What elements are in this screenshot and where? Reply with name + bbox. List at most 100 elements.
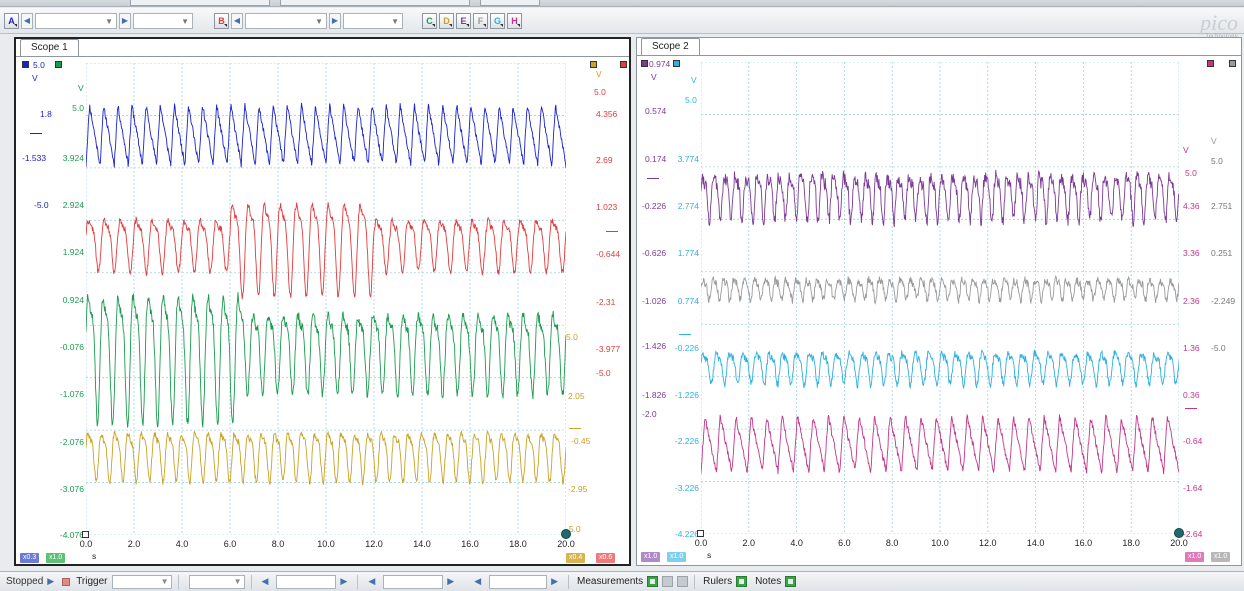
channel-f-button[interactable]: F bbox=[473, 13, 488, 29]
trigger-start-marker[interactable] bbox=[82, 531, 89, 538]
chevron-right-icon[interactable]: ▶ bbox=[447, 576, 455, 586]
toolbar-segment[interactable] bbox=[480, 0, 540, 6]
edit-measurement-icon[interactable] bbox=[662, 576, 674, 587]
trace-channel-a bbox=[86, 102, 566, 169]
delay-field[interactable] bbox=[489, 574, 548, 589]
x-axis-tick-label: 20.0 bbox=[557, 539, 575, 549]
channel-b-scale-chip[interactable]: x0.6 bbox=[596, 553, 616, 563]
scope-1-plot-area[interactable] bbox=[86, 63, 566, 535]
chevron-left-icon[interactable]: ◀ bbox=[368, 576, 376, 586]
channel-h-axis-label: 3.36 bbox=[1183, 248, 1200, 258]
channel-b-button[interactable]: B bbox=[214, 13, 229, 29]
channel-b-marker[interactable] bbox=[620, 61, 627, 68]
channel-d-marker[interactable] bbox=[590, 61, 597, 68]
channel-a-axis-label: 1.8 bbox=[40, 109, 52, 119]
time-end-marker[interactable] bbox=[1174, 528, 1184, 538]
x-axis-tick-label: 10.0 bbox=[317, 539, 335, 549]
channel-e-button[interactable]: E bbox=[456, 13, 471, 29]
chevron-left-icon[interactable]: ◀ bbox=[261, 576, 269, 586]
channel-d-axis-label: 5.0 bbox=[566, 332, 578, 342]
channel-g-button[interactable]: G bbox=[490, 13, 505, 29]
channel-e-axis-label: 0.574 bbox=[645, 106, 667, 116]
chevron-left-icon[interactable]: ◀ bbox=[474, 576, 482, 586]
channel-e-scale-chip[interactable]: x1.0 bbox=[641, 552, 661, 562]
scope-2-plot-area[interactable] bbox=[701, 62, 1179, 534]
window-title-strip bbox=[0, 0, 1244, 7]
channel-e-offset-handle[interactable] bbox=[647, 178, 659, 179]
channel-g-marker[interactable] bbox=[673, 60, 680, 67]
left-axis-unit: V bbox=[32, 73, 38, 83]
scope-1-panel[interactable]: Scope 1 5.0 V V V 5.0 1.8 -1.533 -5.0 5.0 3.924 2.… bbox=[14, 37, 631, 566]
tab-scope-1[interactable]: Scope 1 bbox=[20, 39, 79, 56]
chevron-right-icon[interactable]: ▶ bbox=[340, 576, 348, 586]
channel-a-scale-chip[interactable]: x0.3 bbox=[20, 553, 40, 563]
channel-f-scale-chip[interactable]: x1.0 bbox=[1211, 552, 1231, 562]
channel-c-marker[interactable] bbox=[55, 61, 62, 68]
scope-2-panel[interactable]: Scope 2 0.974 V V 5.0 0.574 0.174 -0.226 -0.626… bbox=[636, 37, 1242, 566]
x-axis-tick-label: 6.0 bbox=[838, 538, 851, 548]
channel-d-axis-label: -5.0 bbox=[566, 524, 581, 534]
channel-h-axis-label: -1.64 bbox=[1183, 483, 1203, 493]
chevron-left-icon[interactable]: ◀ bbox=[231, 13, 243, 29]
pre-trigger-field[interactable] bbox=[383, 574, 444, 589]
x-axis-unit: s bbox=[707, 550, 712, 560]
channel-b-coupling-select[interactable]: ▼ bbox=[343, 13, 403, 29]
channel-d-offset-handle[interactable] bbox=[569, 428, 581, 429]
chevron-left-icon[interactable]: ◀ bbox=[21, 13, 33, 29]
trigger-start-marker[interactable] bbox=[697, 530, 704, 537]
channel-f-axis-label: 5.0 bbox=[1211, 156, 1223, 166]
trigger-channel-select[interactable]: ▼ bbox=[188, 574, 245, 589]
channel-a-range-select[interactable]: ▼ bbox=[35, 13, 117, 29]
add-measurement-icon[interactable] bbox=[647, 576, 659, 587]
x-axis-tick-label: 8.0 bbox=[271, 539, 285, 549]
toolbar-segment[interactable] bbox=[280, 0, 470, 6]
channel-c-axis-label: 5.0 bbox=[72, 103, 84, 113]
channel-c-scale-chip[interactable]: x1.0 bbox=[46, 553, 66, 563]
channel-h-button[interactable]: H bbox=[507, 13, 522, 29]
channel-g-axis-label: -0.226 bbox=[674, 343, 699, 353]
channel-b-axis-label: -5.0 bbox=[596, 368, 611, 378]
channel-c-button[interactable]: C bbox=[422, 13, 437, 29]
channel-h-axis-label: -2.64 bbox=[1183, 529, 1203, 539]
channel-c-axis-label: 1.924 bbox=[62, 247, 84, 257]
notes-toggle-icon[interactable] bbox=[785, 576, 797, 587]
channel-f-marker[interactable] bbox=[1229, 60, 1236, 67]
channel-g-scale-chip[interactable]: x1.0 bbox=[667, 552, 687, 562]
x-axis-tick-label: 16.0 bbox=[461, 539, 479, 549]
chevron-right-icon[interactable]: ▶ bbox=[119, 13, 131, 29]
channel-h-offset-handle[interactable] bbox=[1185, 408, 1197, 409]
channel-h-axis-label: 1.36 bbox=[1183, 343, 1200, 353]
channel-d-scale-chip[interactable]: x0.4 bbox=[566, 553, 586, 563]
x-axis-tick-label: 10.0 bbox=[931, 538, 949, 548]
channel-a-offset-handle[interactable] bbox=[30, 133, 42, 134]
left-axis-unit: V bbox=[691, 75, 697, 85]
channel-b-offset-handle[interactable] bbox=[606, 231, 618, 232]
channel-a-coupling-select[interactable]: ▼ bbox=[133, 13, 193, 29]
trigger-threshold-field[interactable] bbox=[276, 574, 337, 589]
toolbar-segment[interactable] bbox=[130, 0, 270, 6]
chevron-right-icon[interactable]: ▶ bbox=[329, 13, 341, 29]
channel-e-marker[interactable] bbox=[641, 60, 648, 67]
trigger-mode-select[interactable]: ▼ bbox=[111, 574, 172, 589]
channel-e-axis-label: -2.0 bbox=[642, 409, 657, 419]
channel-d-button[interactable]: D bbox=[439, 13, 454, 29]
run-icon[interactable]: ▶ bbox=[47, 576, 55, 586]
channel-g-offset-handle[interactable] bbox=[679, 334, 691, 335]
rulers-toggle-icon[interactable] bbox=[736, 576, 748, 587]
channel-h-scale-chip[interactable]: x1.0 bbox=[1185, 552, 1205, 562]
channel-e-axis-label: 0.174 bbox=[645, 154, 667, 164]
stop-icon[interactable] bbox=[62, 577, 71, 586]
chevron-right-icon[interactable]: ▶ bbox=[551, 576, 559, 586]
channel-a-button[interactable]: A bbox=[4, 13, 19, 29]
tab-scope-2[interactable]: Scope 2 bbox=[641, 38, 700, 55]
time-end-marker[interactable] bbox=[561, 529, 571, 539]
trace-channel-f bbox=[701, 275, 1179, 305]
channel-g-axis-label: -3.226 bbox=[674, 483, 699, 493]
channel-f-axis-label: -5.0 bbox=[1211, 343, 1226, 353]
status-label: Stopped bbox=[6, 576, 44, 587]
delete-measurement-icon[interactable] bbox=[677, 576, 689, 587]
right-axis-unit: V bbox=[1211, 136, 1217, 146]
channel-b-range-select[interactable]: ▼ bbox=[245, 13, 327, 29]
channel-h-marker[interactable] bbox=[1207, 60, 1214, 67]
channel-a-marker[interactable] bbox=[22, 61, 29, 68]
